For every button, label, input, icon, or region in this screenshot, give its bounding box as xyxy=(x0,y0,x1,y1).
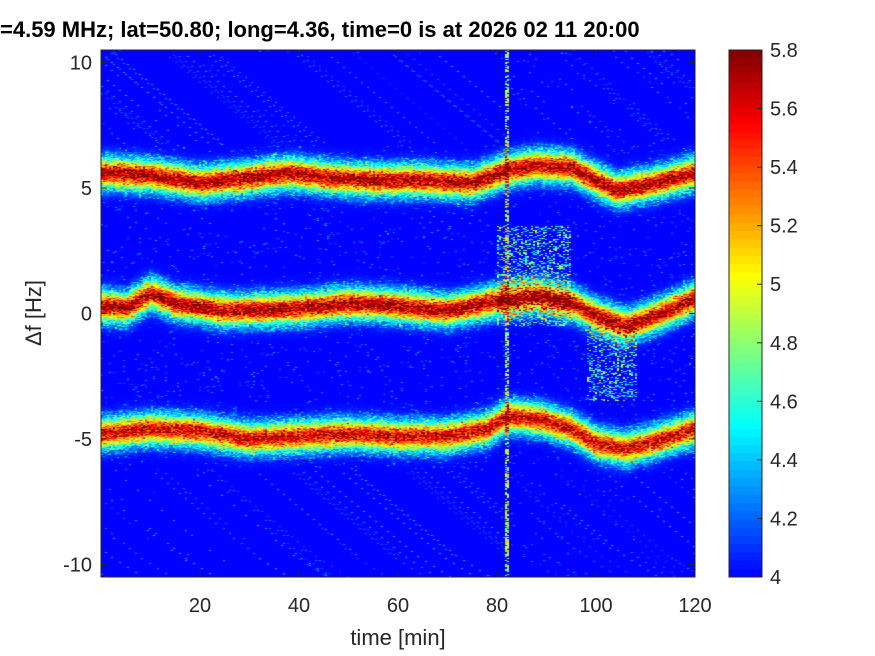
chart-title: =4.59 MHz; lat=50.80; long=4.36, time=0 … xyxy=(0,17,640,42)
colorbar-tick-label: 4.4 xyxy=(770,450,798,472)
colorbar-tick-label: 4.2 xyxy=(770,508,798,530)
y-axis-label: Δf [Hz] xyxy=(21,280,46,346)
colorbar-tick-label: 4.6 xyxy=(770,391,798,413)
colorbar-tick-label: 5.2 xyxy=(770,216,798,238)
x-tick-label: 120 xyxy=(678,595,711,617)
y-tick-label: 10 xyxy=(70,53,92,75)
x-tick-label: 100 xyxy=(579,595,612,617)
colorbar-tick-label: 5 xyxy=(770,274,781,296)
x-axis-ticks: 20 40 60 80 100 120 xyxy=(189,50,712,617)
colorbar-ticks: 5.8 5.6 5.4 5.2 5 4.8 4.6 4.4 4.2 4 xyxy=(757,40,798,589)
y-axis-ticks: 10 5 0 -5 -10 xyxy=(63,53,695,576)
spectrogram-heatmap xyxy=(101,50,695,577)
y-tick-label: 5 xyxy=(81,178,92,200)
y-tick-label: -5 xyxy=(74,429,92,451)
x-tick-label: 80 xyxy=(486,595,508,617)
colorbar-tick-label: 4 xyxy=(770,567,781,589)
colorbar-gradient xyxy=(729,50,762,577)
colorbar-frame xyxy=(728,49,763,578)
colorbar-tick-label: 5.8 xyxy=(770,40,798,62)
x-tick-label: 60 xyxy=(387,595,409,617)
x-axis-label: time [min] xyxy=(350,625,445,650)
colorbar-tick-label: 5.4 xyxy=(770,157,798,179)
y-tick-label: 0 xyxy=(81,304,92,326)
x-tick-label: 40 xyxy=(288,595,310,617)
colorbar-tick-label: 4.8 xyxy=(770,333,798,355)
colorbar-tick-label: 5.6 xyxy=(770,99,798,121)
x-tick-label: 20 xyxy=(189,595,211,617)
y-tick-label: -10 xyxy=(63,554,92,576)
